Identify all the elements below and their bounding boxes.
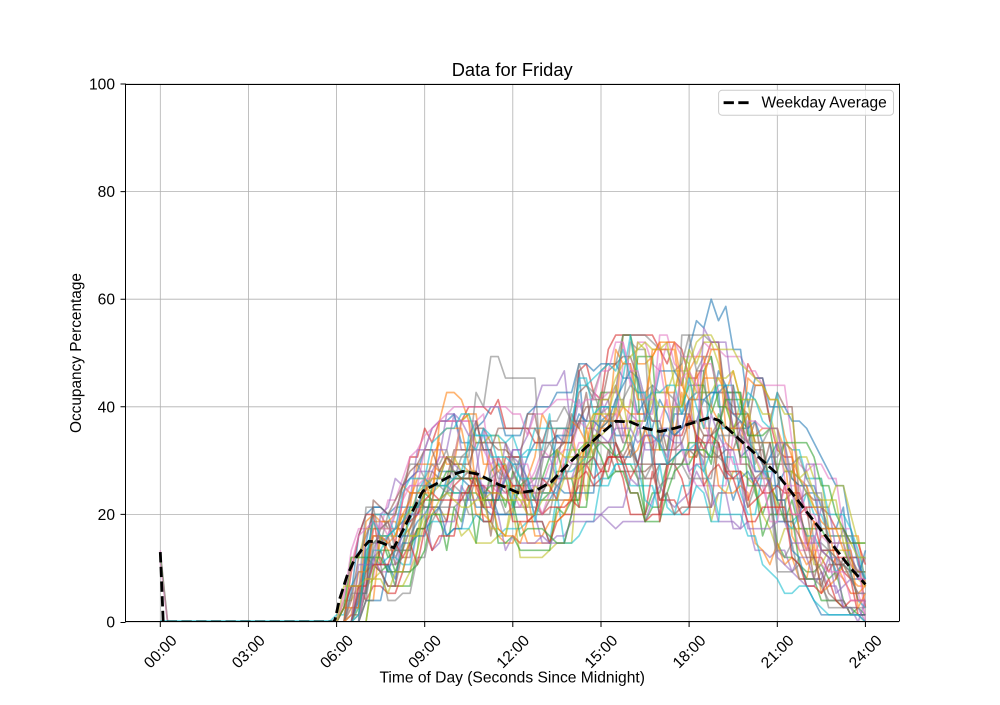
svg-text:Time of Day (Seconds Since Mid: Time of Day (Seconds Since Midnight)	[379, 670, 645, 687]
svg-text:0: 0	[106, 615, 115, 632]
svg-text:100: 100	[89, 77, 115, 94]
svg-text:80: 80	[98, 184, 116, 201]
svg-text:Data for Friday: Data for Friday	[452, 59, 574, 80]
svg-text:60: 60	[98, 292, 116, 309]
svg-text:Weekday Average: Weekday Average	[762, 95, 887, 112]
svg-text:Occupancy Percentage: Occupancy Percentage	[68, 273, 85, 433]
svg-text:40: 40	[98, 399, 116, 416]
svg-text:20: 20	[98, 507, 116, 524]
